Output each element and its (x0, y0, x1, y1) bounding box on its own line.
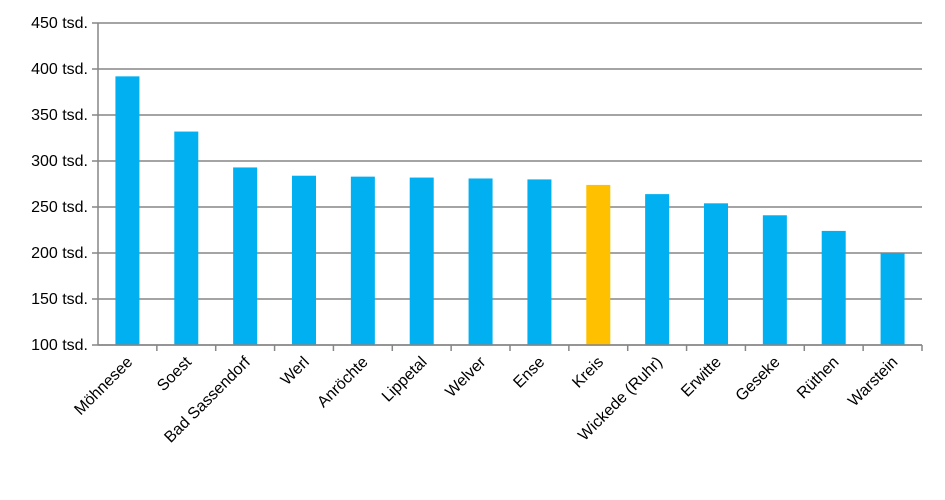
bar-4 (350, 176, 375, 345)
bar-8 (586, 184, 611, 345)
x-category-label: Anröchte (314, 354, 371, 411)
bar-12 (821, 230, 846, 345)
y-tick-label: 100 tsd. (31, 337, 88, 354)
x-category-label: Welver (442, 353, 489, 400)
x-category-label: Möhnesee (71, 354, 136, 419)
bar-5 (409, 177, 434, 345)
x-category-label: Ense (510, 354, 548, 392)
y-tick-label: 300 tsd. (31, 153, 88, 170)
bar-3 (292, 175, 316, 345)
bar-0 (115, 76, 140, 346)
y-tick-label: 150 tsd. (31, 291, 88, 308)
bar-6 (468, 178, 493, 345)
y-tick-label: 450 tsd. (31, 15, 88, 32)
x-category-label: Erwitte (678, 354, 725, 401)
bar-2 (233, 167, 258, 345)
bars (115, 76, 905, 346)
y-tick-label: 250 tsd. (31, 199, 88, 216)
bar-9 (645, 194, 670, 345)
y-tick-label: 350 tsd. (31, 107, 88, 124)
axes (92, 22, 923, 351)
x-category-label: Geseke (733, 354, 784, 405)
x-category-label: Lippetal (379, 354, 431, 406)
bar-13 (880, 253, 905, 345)
y-axis-tick-labels: 100 tsd. 150 tsd. 200 tsd. 250 tsd. 300 tsd.… (31, 15, 88, 354)
y-tick-label: 400 tsd. (31, 61, 88, 78)
gridlines (98, 22, 922, 346)
x-category-label: Rüthen (794, 354, 843, 403)
x-category-label: Kreis (569, 354, 607, 392)
x-category-label: Warstein (845, 354, 901, 410)
bar-7 (527, 179, 552, 345)
bar-11 (762, 215, 787, 345)
x-category-label: Soest (154, 353, 195, 394)
bar-1 (174, 131, 199, 345)
x-category-label: Werl (278, 354, 313, 389)
y-tick-label: 200 tsd. (31, 245, 88, 262)
bar-10 (704, 203, 728, 345)
